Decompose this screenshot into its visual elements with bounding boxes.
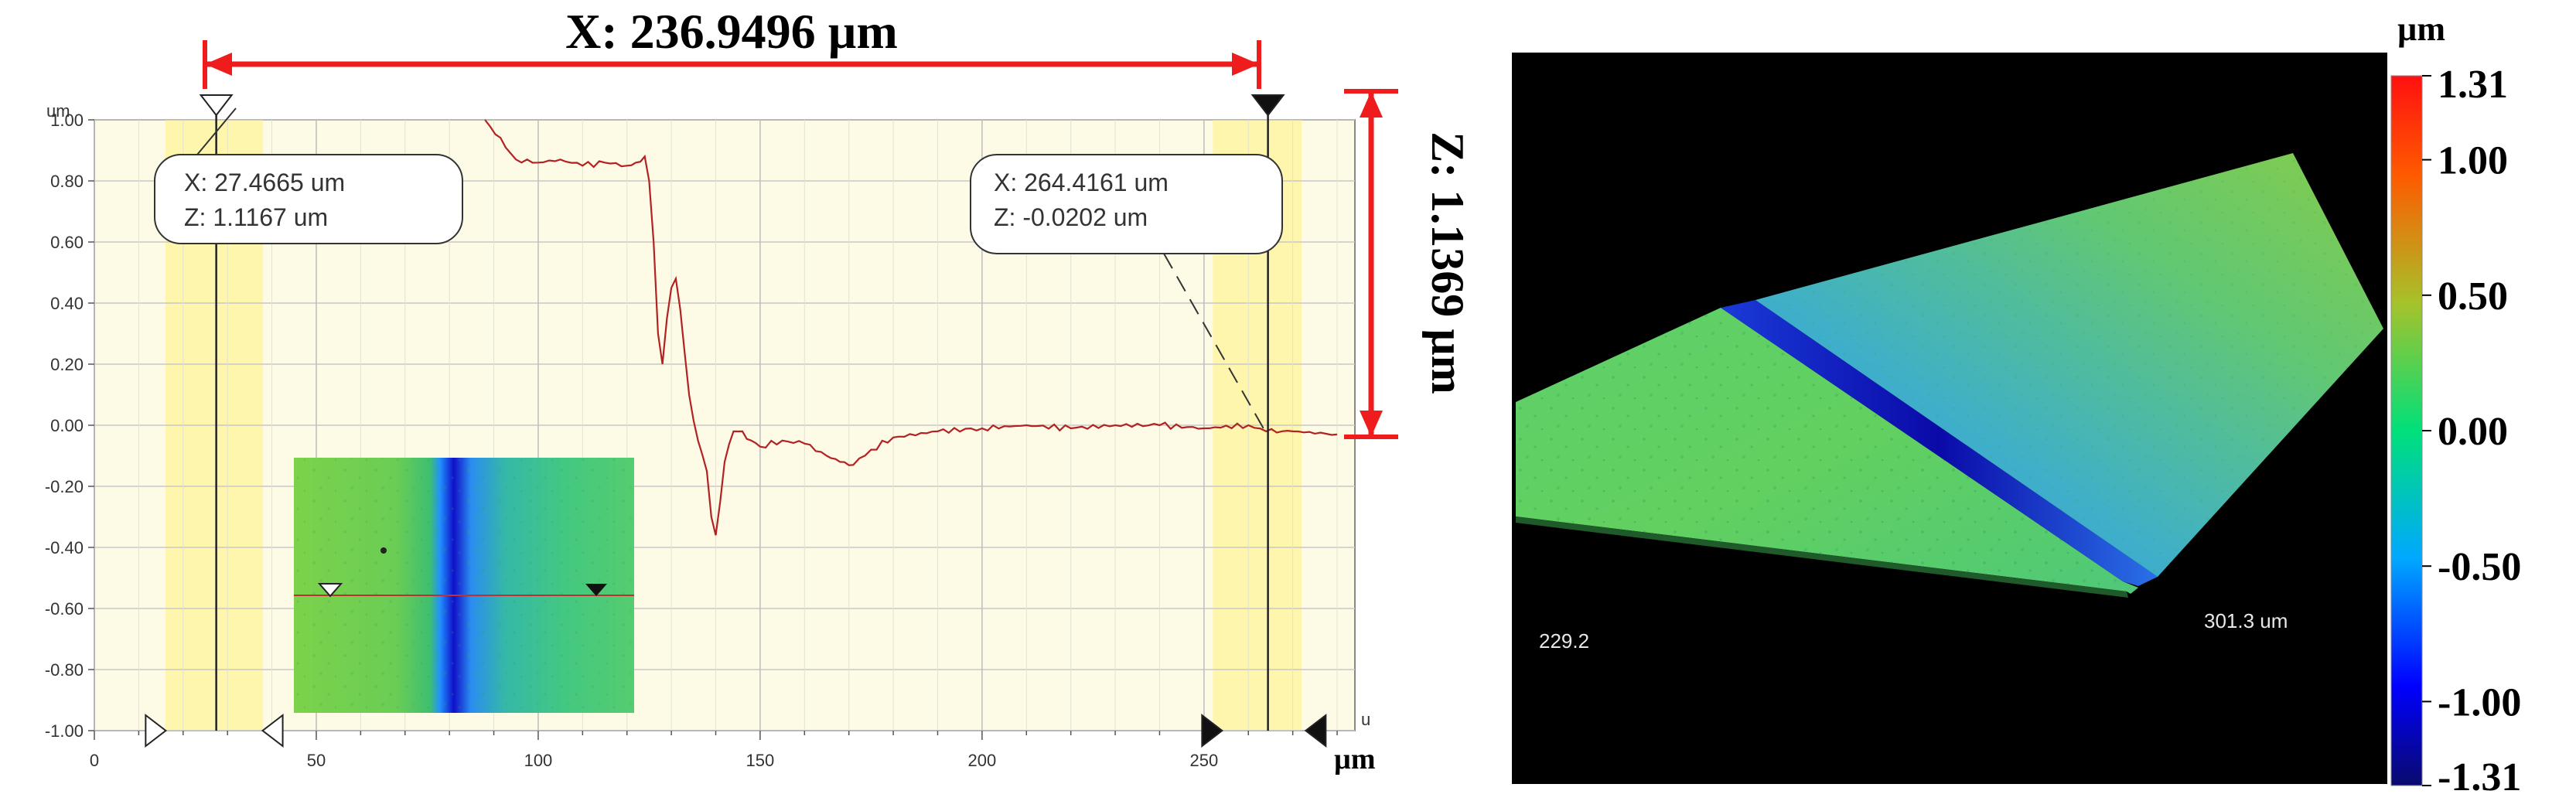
x-distance-annotation: X: 236.9496 µm bbox=[203, 4, 1261, 89]
surface-axis-right-label: 301.3 um bbox=[2204, 609, 2288, 632]
cursor-right-z: Z: -0.0202 um bbox=[994, 203, 1148, 231]
y-tick-label: -0.60 bbox=[45, 599, 84, 619]
colorbar-tick-label: 0.00 bbox=[2438, 410, 2508, 454]
cursor-left-callout: X: 27.4665 um Z: 1.1167 um bbox=[154, 107, 463, 244]
colorbar-tick-label: 1.00 bbox=[2438, 139, 2508, 183]
cursor-right-x: X: 264.4161 um bbox=[994, 169, 1169, 196]
cursor-left-z: Z: 1.1167 um bbox=[184, 203, 328, 231]
inset-left-marker-icon bbox=[317, 583, 343, 598]
cursor-right-callout: X: 264.4161 um Z: -0.0202 um bbox=[970, 154, 1283, 438]
y-tick-label: 0.60 bbox=[50, 233, 84, 252]
inset-map bbox=[294, 458, 634, 713]
y-tick-label: -0.40 bbox=[45, 538, 84, 557]
colorbar-tick-label: 0.50 bbox=[2438, 274, 2508, 319]
range-marker-icon[interactable] bbox=[1201, 713, 1223, 748]
range-marker-icon[interactable] bbox=[145, 713, 167, 748]
colorbar-unit: µm bbox=[2397, 10, 2445, 48]
x-tick-label: 50 bbox=[307, 751, 326, 770]
x-tick-label: 150 bbox=[746, 751, 775, 770]
colorbar: µm 1.31 1.00 0.50 0.00 -0.50 -1.00 -1.31 bbox=[2390, 10, 2521, 799]
range-marker-icon[interactable] bbox=[1304, 713, 1327, 748]
cursor-left-x: X: 27.4665 um bbox=[184, 169, 345, 196]
y-tick-label: 0.20 bbox=[50, 355, 84, 374]
surface-3d-view: 229.2 301.3 um bbox=[1512, 53, 2387, 784]
y-unit-label: um bbox=[46, 101, 70, 121]
y-tick-label: 0.40 bbox=[50, 294, 84, 313]
profile-series bbox=[484, 119, 1338, 536]
range-marker-icon[interactable] bbox=[261, 713, 284, 748]
y-tick-label: 0.00 bbox=[50, 416, 84, 435]
y-axis: 1.00 0.80 0.60 0.40 0.20 0.00 -0.20 -0.40 -0.60 -… bbox=[45, 111, 94, 741]
y-tick-label: -1.00 bbox=[45, 721, 84, 741]
x-tick-label: 250 bbox=[1189, 751, 1218, 770]
colorbar-tick-label: -1.00 bbox=[2438, 680, 2521, 724]
colorbar-tick-label: -0.50 bbox=[2438, 545, 2521, 589]
surface-axis-left-label: 229.2 bbox=[1539, 629, 1589, 653]
z-distance-label: Z: 1.1369 µm bbox=[1422, 131, 1473, 394]
x-tick-label: 100 bbox=[524, 751, 553, 770]
colorbar-tick-label: 1.31 bbox=[2438, 63, 2508, 107]
y-tick-label: 1.00 bbox=[50, 111, 84, 130]
cursor-left-handle-icon[interactable] bbox=[199, 94, 234, 117]
colorbar-tick-label: -1.31 bbox=[2438, 755, 2521, 797]
range-markers bbox=[145, 713, 1327, 748]
surface-trench bbox=[1721, 300, 2158, 586]
x-tick-label: 0 bbox=[90, 751, 99, 770]
inset-right-marker-icon bbox=[585, 584, 607, 596]
x-distance-label: X: 236.9496 µm bbox=[565, 4, 898, 59]
colorbar-gradient bbox=[2390, 75, 2423, 786]
y-tick-label: -0.20 bbox=[45, 477, 84, 496]
y-tick-label: -0.80 bbox=[45, 660, 84, 680]
profile-line bbox=[484, 119, 1338, 536]
x-axis: 0 50 100 150 200 250 bbox=[90, 731, 1338, 770]
z-distance-annotation: Z: 1.1369 µm bbox=[1344, 89, 1473, 439]
y-tick-label: 0.80 bbox=[50, 172, 84, 191]
cursor-right-handle-icon[interactable] bbox=[1250, 94, 1285, 117]
x-tick-label: 200 bbox=[968, 751, 997, 770]
colorbar-ticks: 1.31 1.00 0.50 0.00 -0.50 -1.00 -1.31 bbox=[2422, 63, 2521, 799]
x-unit-right-label: u bbox=[1361, 710, 1370, 729]
x-unit-label: µm bbox=[1334, 743, 1376, 775]
profile-plot: 1.00 0.80 0.60 0.40 0.20 0.00 -0.20 -0.40 -0.60 -… bbox=[45, 94, 1376, 775]
